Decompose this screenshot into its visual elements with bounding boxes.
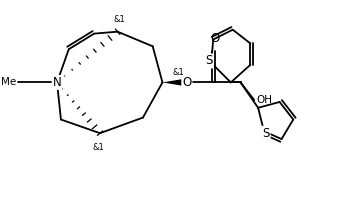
Text: O: O: [210, 32, 220, 45]
Text: &1: &1: [114, 15, 125, 24]
Text: S: S: [206, 54, 213, 67]
Text: O: O: [182, 76, 191, 89]
Polygon shape: [162, 79, 186, 86]
Text: &1: &1: [92, 143, 104, 152]
Text: OH: OH: [256, 95, 272, 105]
Text: S: S: [262, 127, 270, 140]
Text: N: N: [53, 76, 61, 89]
Text: Me: Me: [1, 77, 16, 87]
Text: &1: &1: [172, 68, 184, 77]
